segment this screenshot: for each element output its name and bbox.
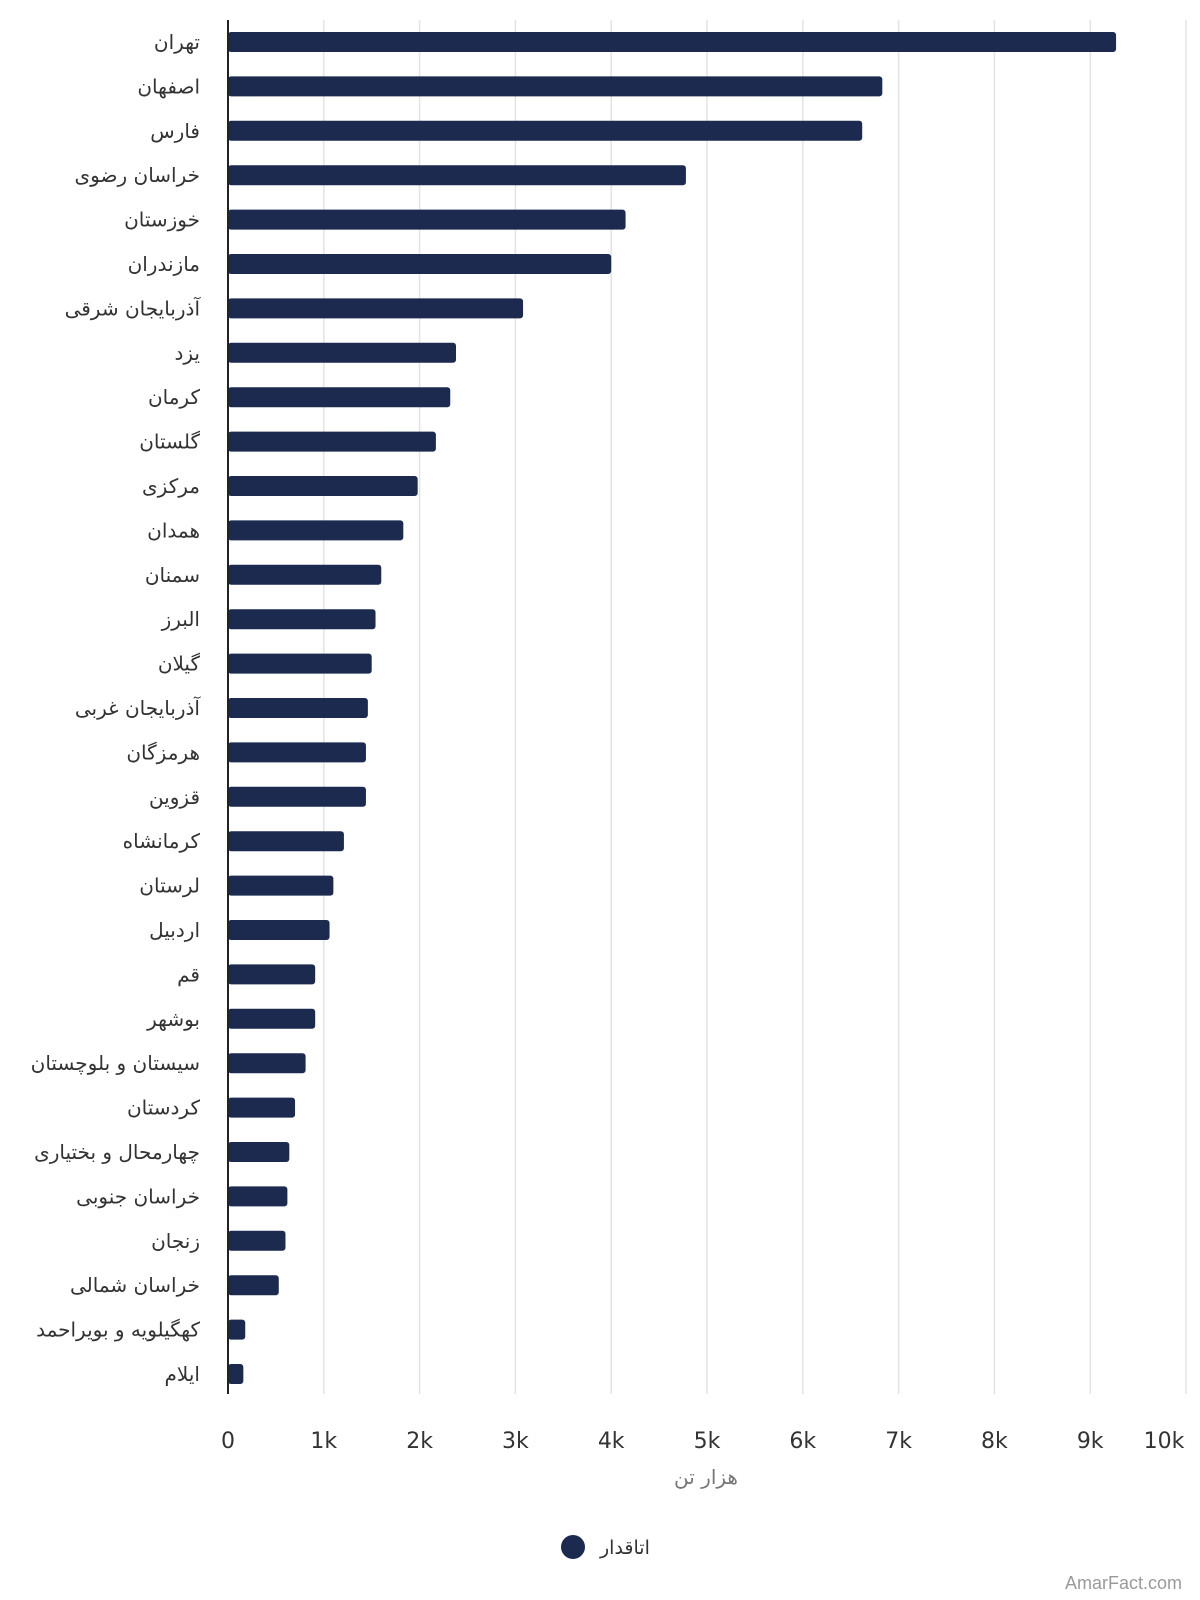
- x-tick-label: 10k: [1144, 1429, 1185, 1454]
- category-label: قم: [177, 962, 200, 986]
- bar[interactable]: [228, 831, 344, 852]
- bar[interactable]: [228, 342, 457, 363]
- bar[interactable]: [228, 431, 436, 452]
- category-label: سمنان: [145, 563, 200, 587]
- bar[interactable]: [228, 1008, 316, 1029]
- bar[interactable]: [228, 32, 1117, 52]
- category-label: اردبیل: [149, 918, 200, 942]
- category-label: یزد: [174, 341, 200, 365]
- bar[interactable]: [228, 520, 404, 541]
- category-label: زنجان: [151, 1229, 200, 1253]
- bar[interactable]: [228, 298, 524, 319]
- bar[interactable]: [228, 387, 451, 408]
- bar[interactable]: [228, 1186, 288, 1207]
- x-tick-label: 5k: [694, 1429, 721, 1454]
- category-label: خراسان رضوی: [75, 163, 200, 187]
- category-label: خراسان شمالی: [70, 1273, 200, 1297]
- bar[interactable]: [228, 920, 330, 940]
- category-label: سیستان و بلوچستان: [31, 1051, 200, 1075]
- bar[interactable]: [228, 476, 418, 496]
- category-label: لرستان: [139, 874, 200, 898]
- bar[interactable]: [228, 1275, 279, 1296]
- category-label: کرمان: [148, 385, 201, 409]
- bar[interactable]: [228, 653, 372, 674]
- x-tick-label: 4k: [598, 1429, 625, 1454]
- source-credit: AmarFact.com: [1064, 1573, 1182, 1593]
- bar[interactable]: [228, 1230, 286, 1251]
- x-tick-label: 1k: [310, 1429, 337, 1454]
- x-tick-label: 6k: [789, 1429, 816, 1454]
- bar[interactable]: [228, 165, 686, 186]
- category-label: خراسان جنوبی: [76, 1184, 200, 1208]
- x-tick-label: 0: [221, 1429, 235, 1454]
- bar[interactable]: [228, 209, 626, 230]
- x-tick-label: 3k: [502, 1429, 529, 1454]
- category-label: البرز: [161, 607, 200, 631]
- bar[interactable]: [228, 1319, 246, 1340]
- bar[interactable]: [228, 964, 316, 985]
- legend-label: اتاقدار: [599, 1537, 650, 1559]
- bar[interactable]: [228, 76, 883, 97]
- category-label: چهارمحال و بختیاری: [34, 1140, 200, 1164]
- category-label: خوزستان: [124, 208, 200, 232]
- category-label: کردستان: [127, 1096, 201, 1120]
- bar[interactable]: [228, 1097, 296, 1118]
- bar[interactable]: [228, 1142, 290, 1162]
- x-tick-label: 8k: [981, 1429, 1008, 1454]
- category-label: ایلام: [165, 1362, 200, 1386]
- bar[interactable]: [228, 254, 612, 274]
- category-label: قزوین: [149, 785, 200, 809]
- x-tick-label: 2k: [406, 1429, 433, 1454]
- legend-marker: [561, 1535, 585, 1559]
- legend: اتاقدار: [561, 1535, 650, 1559]
- category-label: آذربایجان شرقی: [65, 295, 202, 320]
- bar[interactable]: [228, 1053, 306, 1074]
- bar[interactable]: [228, 564, 382, 585]
- category-label: اصفهان: [137, 74, 200, 98]
- grid-lines: [323, 20, 1187, 1394]
- category-label: کرمانشاه: [123, 829, 201, 853]
- category-label: مازندران: [128, 252, 200, 276]
- category-label: آذربایجان غربی: [75, 695, 202, 720]
- x-tick-label: 7k: [885, 1429, 912, 1454]
- x-tick-label: 9k: [1077, 1429, 1104, 1454]
- bar[interactable]: [228, 120, 863, 141]
- x-axis-title: هزار تن: [674, 1465, 738, 1489]
- category-label: مرکزی: [142, 474, 200, 498]
- bar[interactable]: [228, 698, 368, 718]
- category-label: تهران: [154, 30, 200, 54]
- bar[interactable]: [228, 786, 366, 807]
- category-label: گیلان: [158, 652, 201, 676]
- bar[interactable]: [228, 875, 334, 896]
- bar[interactable]: [228, 1364, 244, 1384]
- category-label: همدان: [147, 518, 200, 542]
- category-label: فارس: [150, 119, 200, 143]
- bars: [228, 32, 1117, 1384]
- category-label: گلستان: [139, 430, 200, 454]
- bar[interactable]: [228, 742, 366, 763]
- category-label: کهگیلویه و بویراحمد: [36, 1318, 200, 1342]
- category-label: بوشهر: [146, 1007, 200, 1031]
- category-labels: تهران اصفهان فارس خراسان رضوی خوزستان مازندرا…: [31, 30, 202, 1386]
- x-tick-labels: 0 1k 2k 3k 4k 5k 6k 7k 8k 9k 10k: [221, 1429, 1185, 1454]
- bar[interactable]: [228, 609, 376, 630]
- category-label: هرمزگان: [126, 740, 200, 764]
